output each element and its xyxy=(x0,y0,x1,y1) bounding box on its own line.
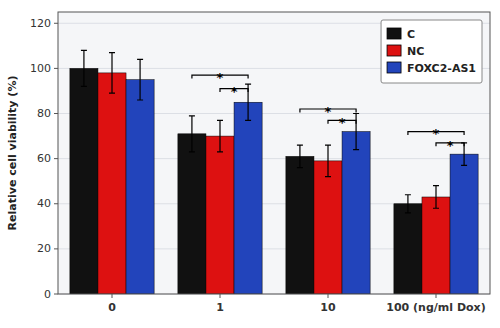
legend-label: NC xyxy=(407,45,424,58)
error-bar xyxy=(109,53,115,94)
error-bar xyxy=(137,59,143,100)
bar xyxy=(342,132,370,294)
error-bar xyxy=(353,114,359,150)
y-tick xyxy=(54,158,58,159)
bar xyxy=(70,68,98,294)
marks xyxy=(70,50,478,294)
error-bar xyxy=(433,186,439,209)
y-tick-label: 60 xyxy=(37,152,51,165)
significance-label: * xyxy=(339,115,346,130)
error-bar xyxy=(81,50,87,86)
significance-label: * xyxy=(231,84,238,99)
plot-frame xyxy=(58,12,490,294)
y-axis-label: Relative cell viability (%) xyxy=(6,76,19,231)
y-tick-label: 100 xyxy=(30,62,51,75)
plot-area xyxy=(58,12,490,294)
x-tick xyxy=(220,294,221,298)
legend-box xyxy=(381,20,482,83)
bar xyxy=(394,204,422,294)
x-tick-label: 100 (ng/ml Dox) xyxy=(386,301,485,314)
bar xyxy=(422,197,450,294)
bar xyxy=(314,161,342,294)
bar xyxy=(178,134,206,294)
legend: C NC FOXC2-AS1 xyxy=(381,20,482,83)
bar xyxy=(126,80,154,294)
legend-label: C xyxy=(407,28,415,41)
y-tick-label: 40 xyxy=(37,197,51,210)
y-tick-label: 80 xyxy=(37,107,51,120)
bar xyxy=(286,156,314,294)
y-tick xyxy=(54,294,58,295)
significance-label: * xyxy=(325,104,332,119)
x-tick-label: 10 xyxy=(320,301,336,314)
x-tick xyxy=(328,294,329,298)
x-tick-label: 0 xyxy=(108,301,116,314)
y-tick xyxy=(54,248,58,249)
bar xyxy=(234,102,262,294)
significance-label: * xyxy=(433,126,440,141)
error-bar xyxy=(297,145,303,168)
y-tick xyxy=(54,203,58,204)
error-bar xyxy=(405,195,411,213)
bar xyxy=(206,136,234,294)
legend-swatch xyxy=(387,45,401,56)
chart: 0 20 40 60 80 100 120 * * * * * * 0 1 10 100 (ng/ml Dox)… xyxy=(0,0,500,328)
error-bar xyxy=(325,145,331,177)
bar xyxy=(98,73,126,294)
error-bar xyxy=(217,120,223,152)
error-bar xyxy=(461,143,467,166)
x-tick xyxy=(436,294,437,298)
x-tick xyxy=(112,294,113,298)
significance-label: * xyxy=(447,138,454,153)
significance-label: * xyxy=(217,70,224,85)
error-bar xyxy=(189,116,195,152)
legend-swatch xyxy=(387,28,401,39)
y-tick-label: 120 xyxy=(30,17,51,30)
y-tick xyxy=(54,68,58,69)
y-tick xyxy=(54,113,58,114)
y-tick-label: 20 xyxy=(37,242,51,255)
y-tick xyxy=(54,23,58,24)
legend-swatch xyxy=(387,62,401,73)
y-tick-label: 0 xyxy=(44,288,51,301)
x-tick-label: 1 xyxy=(216,301,224,314)
legend-label: FOXC2-AS1 xyxy=(407,62,476,75)
bar xyxy=(450,154,478,294)
